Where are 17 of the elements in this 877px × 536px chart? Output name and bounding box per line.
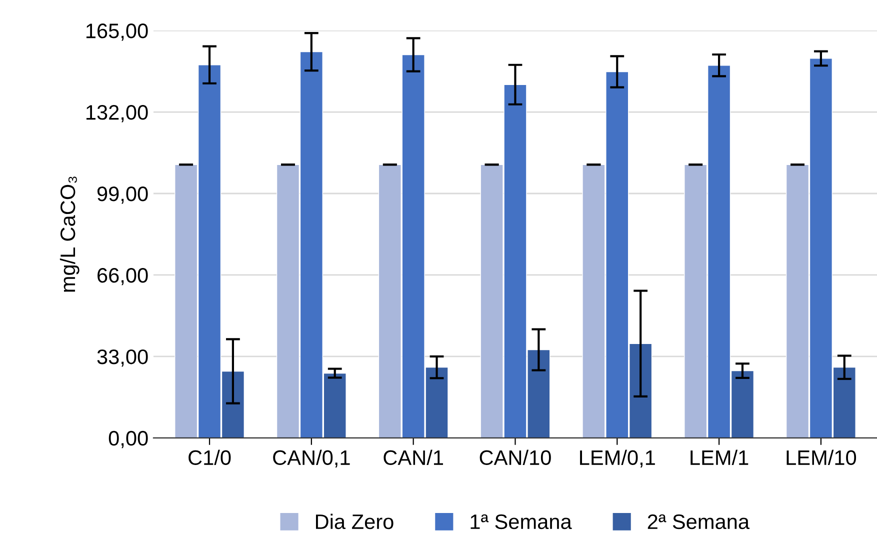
- y-tick-label: 99,00: [97, 186, 148, 204]
- y-tick-label: 0,00: [108, 430, 148, 448]
- legend-label: 1ª Semana: [470, 514, 572, 530]
- x-tick-label: LEM/0,1: [580, 450, 655, 468]
- x-tick-label: LEM/1: [690, 450, 748, 466]
- x-tick-label: CAN/10: [480, 450, 551, 466]
- x-tick-label: LEM/10: [786, 450, 856, 466]
- y-tick-label: 165,00: [86, 24, 148, 41]
- y-tick-label: 132,00: [86, 105, 148, 122]
- legend-label: Dia Zero: [316, 514, 394, 530]
- y-tick-label: 66,00: [98, 268, 148, 286]
- legend-label: 2ª Semana: [648, 514, 750, 530]
- x-tick-label: CAN/1: [384, 450, 443, 466]
- x-tick-label: CAN/0,1: [273, 450, 350, 468]
- y-axis-title: mg/L CaCO₃: [60, 176, 80, 292]
- x-tick-label: C1/0: [188, 450, 231, 466]
- y-tick-label: 33,00: [97, 349, 148, 367]
